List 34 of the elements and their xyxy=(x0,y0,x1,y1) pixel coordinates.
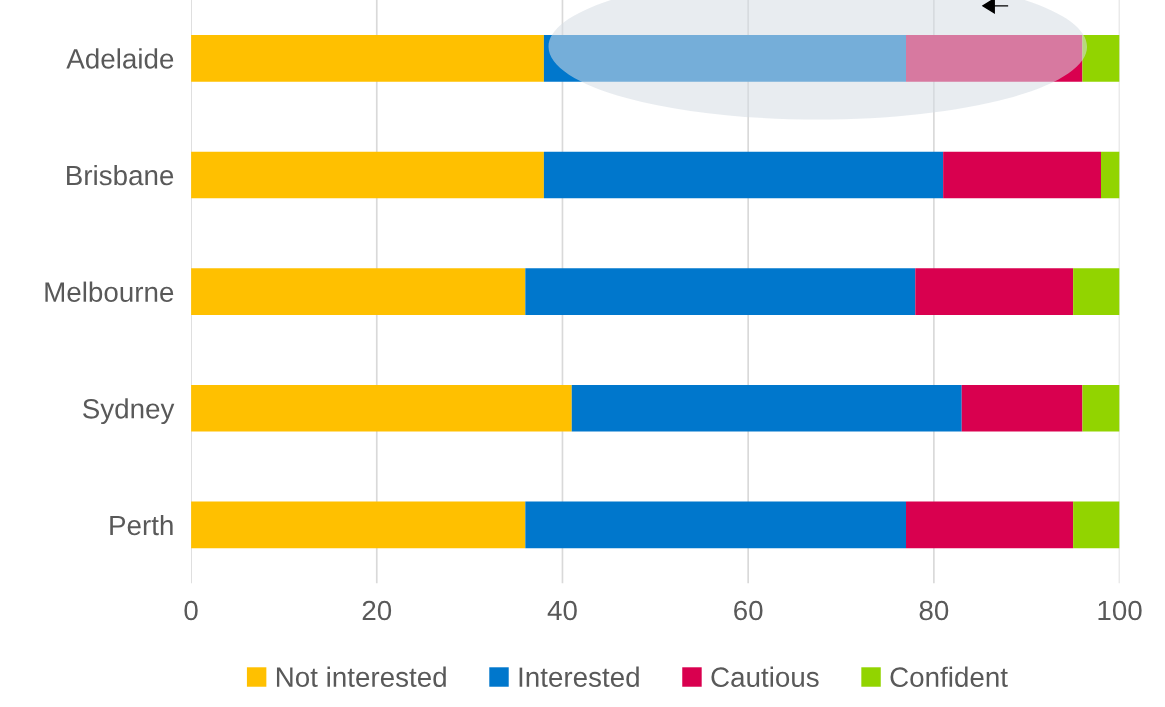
legend-label: Not interested xyxy=(276,666,446,688)
y-tick-label: Melbourne xyxy=(45,281,174,302)
bar xyxy=(1073,268,1120,315)
bar xyxy=(961,384,1083,432)
bar xyxy=(191,384,572,432)
bar xyxy=(1082,384,1120,432)
x-tick-label: 20 xyxy=(362,600,392,621)
x-tick-label: 80 xyxy=(919,600,949,621)
y-tick-label: Brisbane xyxy=(67,164,174,186)
legend-label: Interested xyxy=(519,666,639,688)
bar xyxy=(943,151,1101,199)
bar xyxy=(906,35,1083,82)
bar xyxy=(543,151,944,199)
y-tick-label: Sydney xyxy=(83,398,175,425)
bar xyxy=(191,501,526,549)
y-tick-label: Adelaide xyxy=(66,48,174,69)
bar xyxy=(191,35,544,82)
legend-label: Confident xyxy=(890,666,1008,688)
bar xyxy=(525,268,916,315)
bar xyxy=(906,501,1074,549)
bar xyxy=(191,268,526,315)
x-tick-label: 40 xyxy=(547,600,577,621)
bar xyxy=(915,268,1074,315)
bar xyxy=(525,501,907,549)
bar xyxy=(1082,35,1120,82)
x-tick-label: 100 xyxy=(1098,600,1142,621)
x-tick-label: 60 xyxy=(734,600,763,621)
bar xyxy=(191,151,544,199)
legend-label: Cautious xyxy=(711,666,819,688)
y-tick-label: Perth xyxy=(110,514,173,536)
bar xyxy=(571,384,962,432)
bar xyxy=(1100,151,1120,199)
x-tick-label: 0 xyxy=(184,600,198,621)
bar xyxy=(1073,501,1120,549)
